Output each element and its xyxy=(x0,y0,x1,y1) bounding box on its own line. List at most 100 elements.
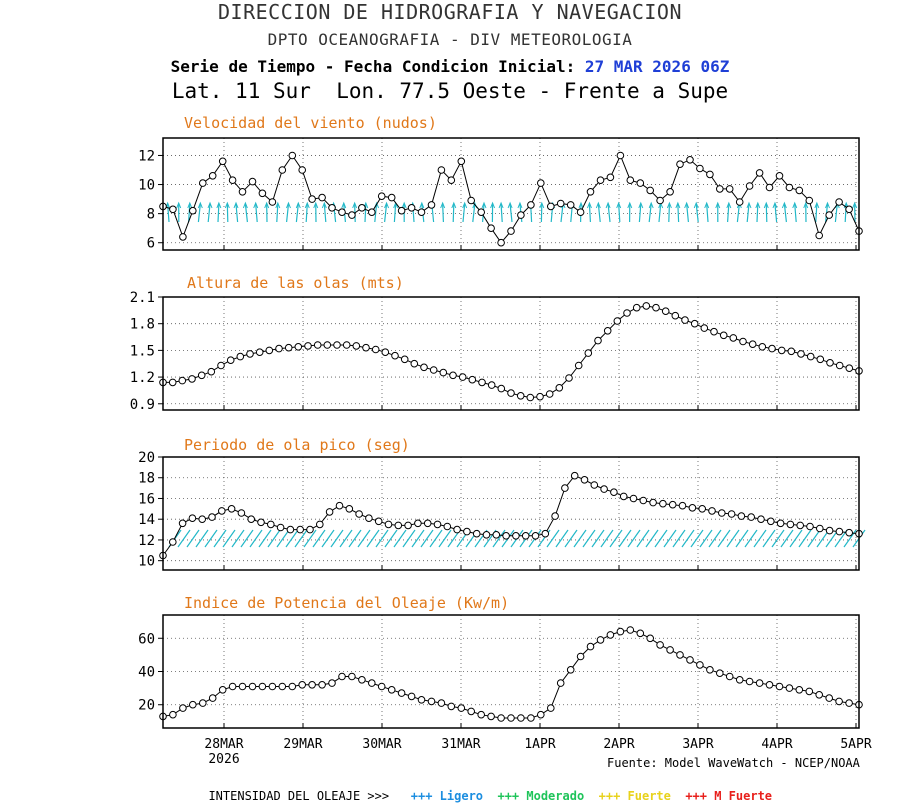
y-tick-label: 1.5 xyxy=(130,343,155,359)
data-point xyxy=(369,680,376,687)
data-point xyxy=(717,670,724,677)
y-tick-label: 12 xyxy=(138,148,155,164)
data-point xyxy=(343,342,350,349)
data-point xyxy=(209,514,216,521)
data-point xyxy=(736,199,743,206)
data-point xyxy=(450,372,457,379)
data-point xyxy=(575,362,582,369)
data-point xyxy=(473,530,480,537)
data-point xyxy=(776,173,783,180)
data-point xyxy=(299,167,306,174)
data-point xyxy=(607,632,614,639)
data-point xyxy=(637,630,644,637)
data-point xyxy=(759,344,766,351)
data-point xyxy=(650,499,657,506)
data-point xyxy=(401,356,408,363)
data-point xyxy=(170,539,177,546)
data-point xyxy=(528,202,535,209)
data-point xyxy=(378,683,385,690)
data-point xyxy=(190,207,197,214)
data-point xyxy=(846,365,853,372)
data-point xyxy=(769,345,776,352)
data-point xyxy=(766,184,773,191)
data-point xyxy=(836,528,843,535)
data-point xyxy=(777,520,784,527)
data-point xyxy=(448,177,455,184)
data-point xyxy=(289,152,296,159)
data-point xyxy=(218,362,225,369)
data-point xyxy=(726,186,733,193)
data-point xyxy=(208,368,215,375)
data-point xyxy=(597,637,604,644)
data-point xyxy=(299,682,306,689)
data-point xyxy=(730,335,737,342)
data-point xyxy=(709,508,716,515)
data-point xyxy=(239,189,246,196)
data-point xyxy=(768,518,775,525)
data-point xyxy=(503,533,510,540)
x-tick-label: 1APR xyxy=(524,737,555,752)
data-point xyxy=(170,206,177,213)
data-point xyxy=(363,344,370,351)
y-tick-label: 10 xyxy=(138,554,155,570)
x-tick-label: 2APR xyxy=(603,737,634,752)
data-point xyxy=(269,199,276,206)
y-tick-label: 2.1 xyxy=(130,290,155,306)
data-point xyxy=(546,391,553,398)
data-point xyxy=(169,379,176,386)
data-point xyxy=(517,393,524,400)
x-tick-label: 4APR xyxy=(761,737,792,752)
data-point xyxy=(349,212,356,219)
data-point xyxy=(408,693,415,700)
data-point xyxy=(346,506,353,513)
y-tick-label: 12 xyxy=(138,533,155,549)
y-tick-label: 8 xyxy=(147,207,155,223)
y-tick-label: 16 xyxy=(138,491,155,507)
data-point xyxy=(627,177,634,184)
data-point xyxy=(691,320,698,327)
data-point xyxy=(170,711,177,718)
data-point xyxy=(458,158,465,165)
wind-direction-arrow xyxy=(218,204,219,222)
data-point xyxy=(528,715,535,722)
data-point xyxy=(756,680,763,687)
data-point xyxy=(493,532,500,539)
data-point xyxy=(513,533,520,540)
data-point xyxy=(699,506,706,513)
y-tick-label: 20 xyxy=(138,698,155,714)
data-point xyxy=(669,501,676,508)
data-point xyxy=(415,520,422,527)
data-point xyxy=(388,687,395,694)
data-point xyxy=(459,374,466,381)
data-point xyxy=(647,635,654,642)
data-point xyxy=(198,372,205,379)
data-point xyxy=(309,196,316,203)
data-point xyxy=(179,377,186,384)
data-point xyxy=(256,349,263,356)
data-point xyxy=(440,369,447,376)
data-point xyxy=(756,170,763,177)
data-point xyxy=(378,193,385,200)
data-point xyxy=(682,317,689,324)
data-point xyxy=(398,690,405,697)
data-point xyxy=(309,682,316,689)
data-point xyxy=(438,700,445,707)
data-point xyxy=(556,385,563,392)
data-point xyxy=(190,701,197,708)
data-point xyxy=(277,524,284,531)
data-point xyxy=(297,526,304,533)
data-point xyxy=(478,209,485,216)
wind-direction-arrow xyxy=(669,204,670,222)
data-point xyxy=(585,350,592,357)
data-point xyxy=(468,708,475,715)
data-point xyxy=(836,698,843,705)
data-point xyxy=(276,345,283,352)
data-point xyxy=(662,308,669,315)
data-point xyxy=(567,667,574,674)
data-point xyxy=(758,516,765,523)
data-point xyxy=(749,341,756,348)
data-point xyxy=(229,177,236,184)
data-point xyxy=(238,510,245,517)
data-point xyxy=(630,495,637,502)
data-point xyxy=(826,695,833,702)
